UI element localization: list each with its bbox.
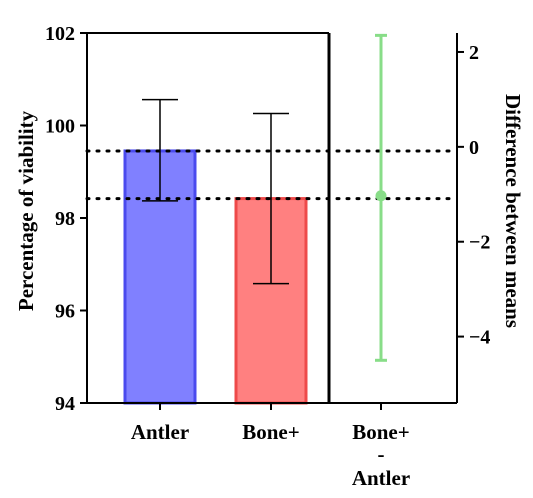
difference-label-line-2: -: [378, 442, 385, 466]
right-tick-label--4: −4: [469, 327, 490, 349]
y-axis-title: Percentage of viability: [14, 110, 38, 311]
y-tick-label-98: 98: [55, 208, 75, 230]
right-tick-label-2: 2: [469, 42, 479, 64]
y-tick-label-100: 100: [45, 116, 75, 138]
y-tick-label-102: 102: [45, 23, 75, 45]
right-tick-label-0: 0: [469, 137, 479, 159]
category-label-bone: Bone+: [242, 420, 299, 444]
right-tick-label--2: −2: [469, 232, 490, 254]
y-tick-label-96: 96: [55, 301, 75, 323]
difference-label-line-3: Antler: [352, 466, 410, 490]
category-label-antler: Antler: [131, 420, 189, 444]
difference-point: [375, 190, 387, 202]
difference-label-line-1: Bone+: [352, 420, 409, 444]
y-tick-label-94: 94: [55, 393, 75, 415]
right-axis-title: Difference between means: [501, 94, 525, 328]
